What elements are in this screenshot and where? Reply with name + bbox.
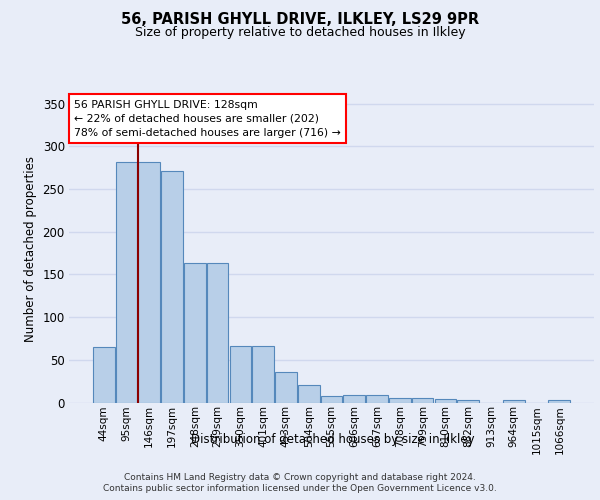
Text: Contains public sector information licensed under the Open Government Licence v3: Contains public sector information licen…	[103, 484, 497, 493]
Bar	[184, 264, 206, 402]
Bar	[207, 264, 229, 402]
Bar	[389, 398, 410, 402]
Bar	[253, 346, 274, 403]
Bar	[366, 395, 388, 402]
Bar	[275, 372, 297, 402]
Bar	[548, 400, 570, 402]
Bar	[343, 395, 365, 402]
Text: 56 PARISH GHYLL DRIVE: 128sqm
← 22% of detached houses are smaller (202)
78% of : 56 PARISH GHYLL DRIVE: 128sqm ← 22% of d…	[74, 100, 341, 138]
Text: 56, PARISH GHYLL DRIVE, ILKLEY, LS29 9PR: 56, PARISH GHYLL DRIVE, ILKLEY, LS29 9PR	[121, 12, 479, 28]
Bar	[298, 386, 320, 402]
Bar	[93, 347, 115, 403]
Bar	[139, 162, 160, 402]
Text: Size of property relative to detached houses in Ilkley: Size of property relative to detached ho…	[134, 26, 466, 39]
Text: Contains HM Land Registry data © Crown copyright and database right 2024.: Contains HM Land Registry data © Crown c…	[124, 472, 476, 482]
Bar	[412, 398, 433, 402]
Bar	[116, 162, 137, 402]
Bar	[457, 400, 479, 402]
Bar	[320, 396, 343, 402]
Bar	[503, 400, 524, 402]
Y-axis label: Number of detached properties: Number of detached properties	[24, 156, 37, 342]
Bar	[434, 399, 456, 402]
Bar	[230, 346, 251, 403]
Bar	[161, 171, 183, 402]
Text: Distribution of detached houses by size in Ilkley: Distribution of detached houses by size …	[191, 432, 475, 446]
